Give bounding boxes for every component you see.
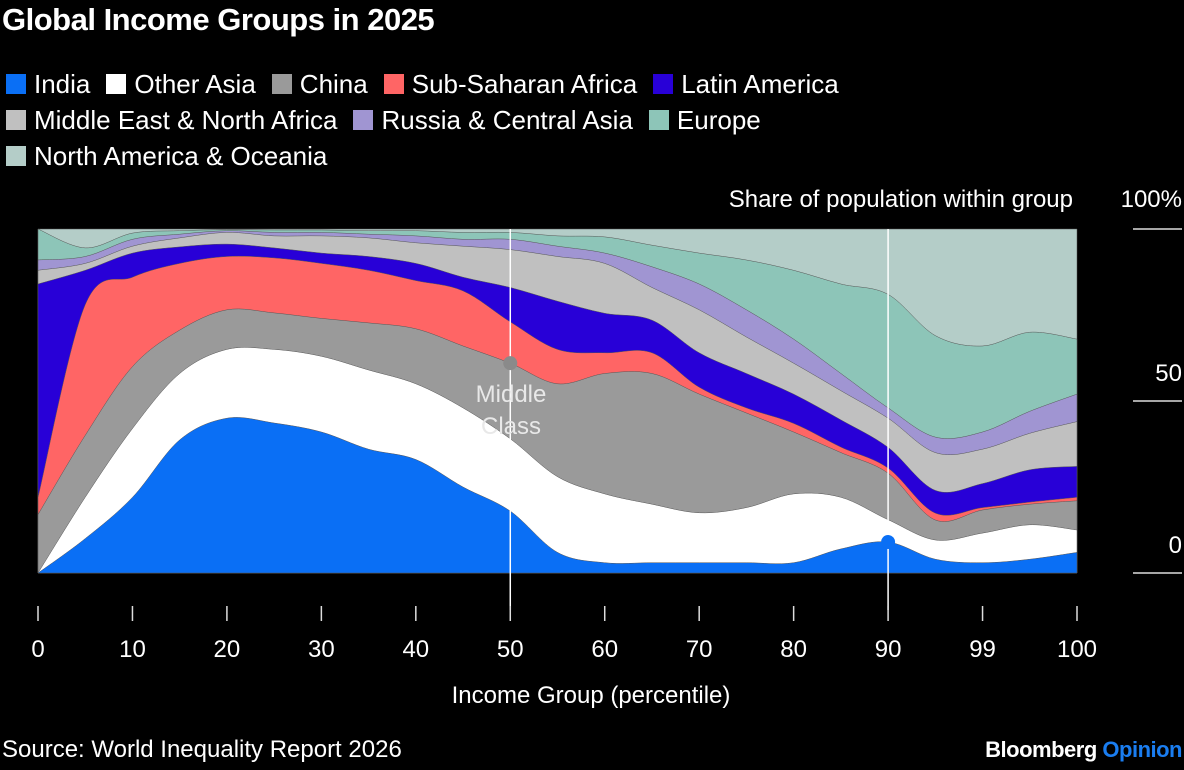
- legend-item-other-asia: Other Asia: [106, 66, 256, 102]
- legend-swatch: [383, 74, 404, 94]
- legend-item-sub-saharan-africa: Sub-Saharan Africa: [383, 66, 638, 102]
- legend-item-north-america: North America & Oceania: [6, 138, 327, 174]
- logo-brand: Bloomberg: [985, 737, 1097, 762]
- legend-label: India: [34, 69, 91, 99]
- legend-swatch: [6, 110, 26, 130]
- y-axis-title: Share of population within group: [728, 186, 1073, 213]
- chart-title: Global Income Groups in 2025: [2, 2, 435, 37]
- legend-row: Middle East & North Africa Russia & Cent…: [6, 102, 1006, 138]
- areas: [37, 228, 1078, 574]
- legend-label: China: [299, 69, 368, 99]
- y-tick-label-50: 50: [1155, 360, 1182, 387]
- legend-swatch: [6, 74, 26, 94]
- reference-lines: [503, 229, 896, 610]
- y-tick-label-0: 0: [1168, 532, 1182, 559]
- legend-swatch: [653, 74, 674, 94]
- x-tick-label: 90: [875, 636, 902, 663]
- y-gridlines: [1133, 228, 1182, 574]
- legend-item-russia: Russia & Central Asia: [353, 102, 633, 138]
- x-axis: 0 10 20 30 40 50 60 70 80 90 99 100: [31, 606, 1097, 663]
- x-tick-label: 30: [308, 636, 335, 663]
- marker-dot: [503, 356, 518, 371]
- legend-item-europe: Europe: [648, 102, 761, 138]
- annotation-middle: Middle: [476, 381, 547, 408]
- x-tick-label: 80: [780, 636, 807, 663]
- legend-label: Sub-Saharan Africa: [411, 69, 638, 99]
- y-tick-label-100: 100%: [1120, 186, 1182, 213]
- legend-item-china: China: [271, 66, 368, 102]
- legend-swatch: [353, 110, 374, 130]
- legend: India Other Asia China Sub-Saharan Afric…: [6, 66, 1006, 174]
- legend-label: Other Asia: [134, 69, 256, 99]
- legend-row: India Other Asia China Sub-Saharan Afric…: [6, 66, 1006, 102]
- area-india: [37, 417, 1078, 574]
- x-tick-label: 70: [686, 636, 713, 663]
- legend-label: Russia & Central Asia: [381, 105, 633, 135]
- x-tick-label: 10: [119, 636, 146, 663]
- legend-label: Latin America: [681, 69, 839, 99]
- x-tick-label: 100: [1057, 636, 1097, 663]
- legend-swatch: [648, 110, 669, 130]
- legend-swatch: [6, 146, 26, 166]
- legend-row: North America & Oceania: [6, 138, 1006, 174]
- legend-label: Europe: [676, 105, 761, 135]
- legend-label: North America & Oceania: [34, 141, 328, 171]
- x-tick-label: 40: [402, 636, 429, 663]
- x-tick-label: 60: [591, 636, 618, 663]
- legend-swatch: [106, 74, 127, 94]
- bloomberg-opinion-logo: Bloomberg Opinion: [985, 737, 1182, 763]
- legend-label: Middle East & North Africa: [34, 105, 338, 135]
- x-tick-label: 0: [31, 636, 44, 663]
- x-tick-label: 20: [214, 636, 241, 663]
- source-note: Source: World Inequality Report 2026: [2, 736, 402, 763]
- marker-dot: [881, 535, 896, 550]
- annotation-class: Class: [481, 413, 541, 440]
- x-tick-label: 50: [497, 636, 524, 663]
- legend-item-india: India: [6, 66, 90, 102]
- x-axis-title: Income Group (percentile): [452, 682, 731, 709]
- legend-item-latin-america: Latin America: [653, 66, 839, 102]
- x-tick-label: 99: [969, 636, 996, 663]
- legend-swatch: [271, 74, 292, 94]
- legend-item-mena: Middle East & North Africa: [6, 102, 337, 138]
- logo-section: Opinion: [1102, 737, 1182, 762]
